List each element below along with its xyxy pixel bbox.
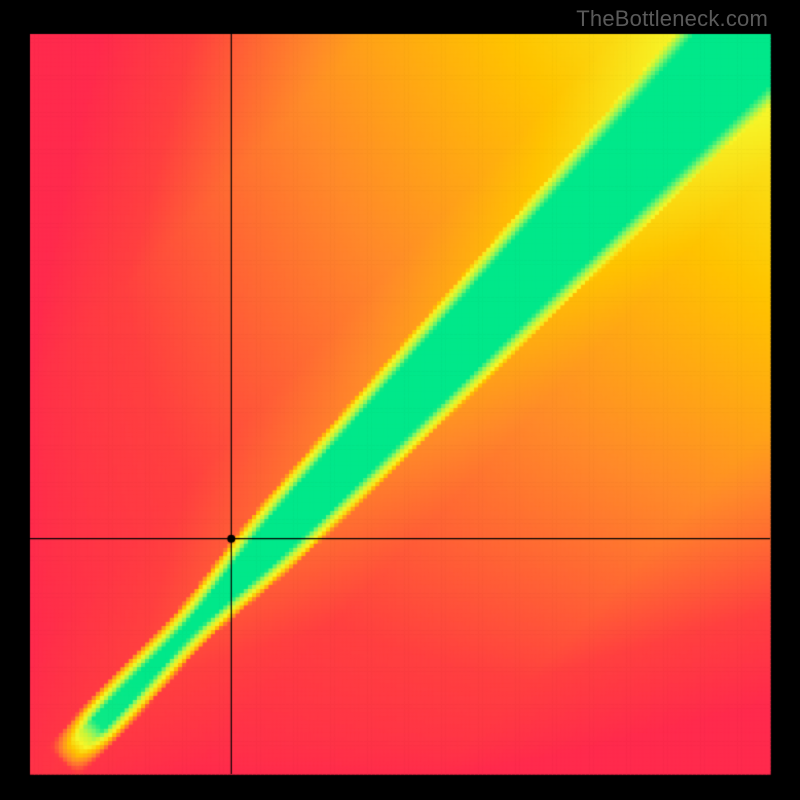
watermark-text: TheBottleneck.com [576,6,768,32]
chart-container: TheBottleneck.com [0,0,800,800]
bottleneck-heatmap [0,0,800,800]
